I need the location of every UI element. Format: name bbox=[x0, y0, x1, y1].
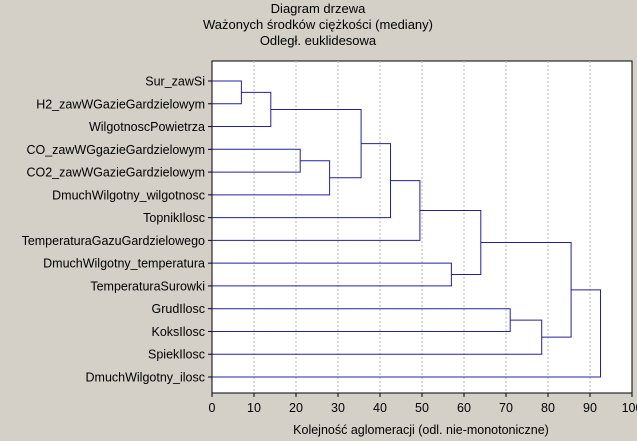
x-tick-label: 0 bbox=[209, 401, 216, 415]
leaf-label: TemperaturaSurowki bbox=[90, 279, 205, 293]
dendrogram-link bbox=[212, 289, 601, 378]
x-tick-label: 100 bbox=[622, 401, 637, 415]
leaf-label: TemperaturaGazuGardzielowego bbox=[22, 234, 205, 248]
leaf-label: SpiekIlosc bbox=[148, 348, 205, 362]
x-axis-label: Kolejność aglomeracji (odl. nie-monotoni… bbox=[293, 423, 549, 437]
leaf-label: Sur_zawSi bbox=[145, 75, 205, 89]
leaf-labels: Sur_zawSi H2_zawWGazieGardzielowym Wilgotn… bbox=[22, 75, 212, 385]
x-tick-label: 20 bbox=[289, 401, 303, 415]
x-tick-label: 40 bbox=[373, 401, 387, 415]
leaf-label: CO_zawWGgazieGardzielowym bbox=[26, 143, 205, 157]
dendrogram-links bbox=[212, 80, 601, 378]
x-tick-label: 70 bbox=[499, 401, 513, 415]
leaf-label: KoksIlosc bbox=[152, 325, 206, 339]
x-tick-label: 10 bbox=[247, 401, 261, 415]
leaf-label: DmuchWilgotny_wilgotnosc bbox=[52, 188, 205, 202]
title-line-1: Diagram drzewa bbox=[271, 1, 366, 16]
grid-lines bbox=[253, 61, 591, 393]
leaf-label: CO2_zawWGazieGardzielowym bbox=[26, 166, 205, 180]
leaf-label: DmuchWilgotny_ilosc bbox=[86, 371, 205, 385]
leaf-label: WilgotnoscPowietrza bbox=[89, 120, 205, 134]
leaf-label: DmuchWilgotny_temperatura bbox=[43, 257, 205, 271]
leaf-label: TopnikIlosc bbox=[143, 211, 205, 225]
title-line-3: Odległ. euklidesowa bbox=[260, 33, 377, 48]
x-tick-label: 90 bbox=[583, 401, 597, 415]
chart-title: Diagram drzewa Ważonych środków ciężkośc… bbox=[203, 1, 433, 48]
title-line-2: Ważonych środków ciężkości (mediany) bbox=[203, 17, 433, 32]
x-tick-label: 50 bbox=[415, 401, 429, 415]
leaf-label: H2_zawWGazieGardzielowym bbox=[36, 97, 205, 111]
x-axis-ticks: 0 10 20 30 40 50 60 70 80 90 100 bbox=[209, 393, 637, 415]
x-tick-label: 60 bbox=[457, 401, 471, 415]
x-tick-label: 30 bbox=[331, 401, 345, 415]
leaf-label: GrudIlosc bbox=[152, 302, 206, 316]
x-tick-label: 80 bbox=[541, 401, 555, 415]
